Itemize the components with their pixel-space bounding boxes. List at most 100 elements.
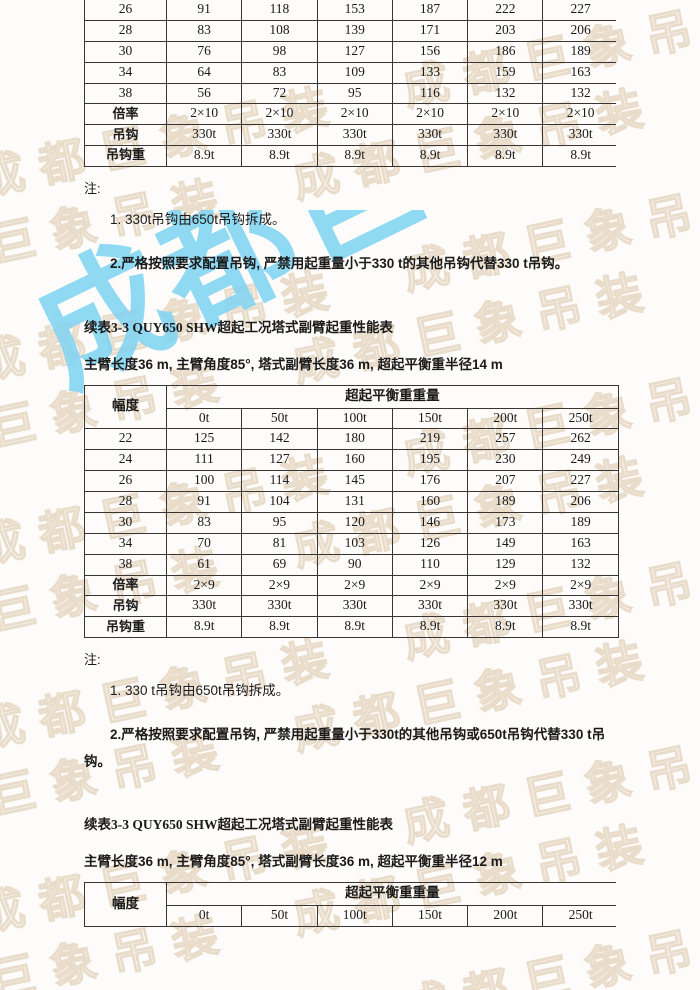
table-cell-value: 116: [391, 82, 469, 105]
notes-2-heading: 注:: [84, 652, 101, 668]
table-cell-value: 330t: [241, 595, 318, 618]
table-cell-value: 2×10: [316, 103, 393, 126]
table-row: 倍率 2×10 2×10 2×10 2×10 2×10 2×10: [84, 103, 616, 126]
table-row: 28 91 104 131 160 189 206: [84, 491, 619, 513]
header-cell-weight: 150t: [391, 407, 469, 430]
table-header-row-columns: 0t 50t 100t 150t 200t 250t: [85, 904, 616, 927]
table-cell-value: 8.9t: [391, 616, 469, 639]
table-cell-value: 189: [467, 491, 544, 513]
section-3-subtitle: 主臂长度36 m, 主臂角度85°, 塔式副臂长度36 m, 超起平衡重半径12…: [84, 854, 503, 870]
header-cell-amplitude: 幅度: [84, 882, 167, 927]
table-cell-value: 83: [241, 61, 318, 84]
table-3-clipped-region: 幅度 超起平衡重重量 0t 50t 100t 150t 200t 250t: [84, 882, 616, 927]
table-cell-value: 186: [467, 40, 544, 63]
row-amplitude-cell: 30: [84, 511, 167, 534]
table-row: 吊钩重 8.9t 8.9t 8.9t 8.9t 8.9t 8.9t: [84, 616, 619, 639]
table-cell-value: 61: [165, 553, 243, 576]
row-label-cell: 吊钩重: [84, 145, 167, 167]
table-cell-value: 100: [165, 470, 243, 492]
row-amplitude-cell: 22: [84, 428, 167, 451]
table-cell-value: 104: [241, 491, 318, 513]
table-cell-value: 133: [391, 61, 469, 84]
row-amplitude-cell: 26: [84, 470, 167, 492]
table-cell-value: 330t: [316, 124, 393, 147]
table-cell-value: 330t: [391, 595, 469, 618]
table-cell-value: 227: [542, 0, 616, 21]
table-cell-value: 171: [391, 19, 469, 42]
table-cell-value: 2×9: [241, 574, 318, 597]
table-cell-value: 189: [542, 511, 619, 534]
row-amplitude-cell: 34: [84, 61, 167, 84]
table-cell-value: 76: [165, 40, 243, 63]
table-cell-value: 132: [542, 82, 616, 105]
table-1-clipped-region: 26 91 118 153 187 222 227 28 83 108 139 171 203 206 30…: [84, 0, 616, 167]
table-cell-value: 109: [316, 61, 393, 84]
table-cell-value: 249: [542, 449, 619, 472]
table-row: 38 61 69 90 110 129 132: [84, 553, 619, 576]
section-2-title: 续表3-3 QUY650 SHW超起工况塔式副臂起重性能表: [84, 319, 394, 335]
table-cell-value: 142: [241, 428, 318, 451]
table-cell-value: 330t: [542, 595, 619, 618]
header-cell-weight: 100t: [316, 407, 393, 430]
table-cell-value: 2×10: [241, 103, 318, 126]
table-cell-value: 81: [241, 532, 318, 555]
table-cell-value: 160: [316, 449, 393, 472]
row-label-cell: 吊钩: [84, 595, 167, 618]
table-cell-value: 103: [316, 532, 393, 555]
header-cell-weight: 150t: [391, 904, 469, 927]
table-cell-value: 83: [165, 19, 243, 42]
table-cell-value: 8.9t: [542, 145, 616, 167]
table-cell-value: 219: [391, 428, 469, 451]
header-cell-counterweight-group: 超起平衡重重量: [166, 384, 619, 409]
table-cell-value: 98: [241, 40, 318, 63]
table-cell-value: 156: [391, 40, 469, 63]
table-cell-value: 2×10: [467, 103, 544, 126]
table-row: 22 125 142 180 219 257 262: [84, 428, 619, 451]
table-cell-value: 173: [467, 511, 544, 534]
table-cell-value: 206: [542, 491, 619, 513]
table-cell-value: 330t: [542, 124, 616, 147]
spacer: [84, 296, 616, 316]
table-cell-value: 129: [467, 553, 544, 576]
table-cell-value: 125: [165, 428, 243, 451]
table-cell-value: 108: [241, 19, 318, 42]
table-cell-value: 222: [467, 0, 544, 21]
spacer: [84, 793, 616, 813]
performance-table-3: 幅度 超起平衡重重量 0t 50t 100t 150t 200t 250t: [84, 882, 616, 927]
table-row: 38 56 72 95 116 132 132: [84, 82, 616, 105]
notes-1-item-1: 1. 330t吊钩由650t吊钩拆成。: [110, 212, 286, 227]
notes-1-heading: 注:: [84, 181, 101, 196]
table-cell-value: 153: [316, 0, 393, 21]
header-cell-weight: 250t: [542, 407, 619, 430]
table-row: 30 83 95 120 146 173 189: [84, 511, 619, 534]
table-cell-value: 8.9t: [241, 145, 318, 167]
table-cell-value: 2×9: [391, 574, 469, 597]
table-cell-value: 145: [316, 470, 393, 492]
table-cell-value: 227: [542, 470, 619, 492]
table-cell-value: 207: [467, 470, 544, 492]
table-row: 26 91 118 153 187 222 227: [84, 0, 616, 21]
table-cell-value: 187: [391, 0, 469, 21]
table-cell-value: 8.9t: [316, 145, 393, 167]
table-cell-value: 8.9t: [391, 145, 469, 167]
section-3-title: 续表3-3 QUY650 SHW超起工况塔式副臂起重性能表: [84, 817, 394, 833]
table-cell-value: 139: [316, 19, 393, 42]
table-cell-value: 83: [165, 511, 243, 534]
table-cell-value: 132: [467, 82, 544, 105]
table-row: 吊钩 330t 330t 330t 330t 330t 330t: [84, 595, 619, 618]
table-cell-value: 114: [241, 470, 318, 492]
table-1-body: 26 91 118 153 187 222 227 28 83 108 139 171 203 206 30…: [84, 0, 616, 167]
table-cell-value: 206: [542, 19, 616, 42]
table-row: 34 64 83 109 133 159 163: [84, 61, 616, 84]
table-cell-value: 91: [165, 491, 243, 513]
row-amplitude-cell: 28: [84, 491, 167, 513]
table-cell-value: 120: [316, 511, 393, 534]
table-cell-value: 195: [391, 449, 469, 472]
row-amplitude-cell: 28: [84, 19, 167, 42]
table-row: 吊钩重 8.9t 8.9t 8.9t 8.9t 8.9t 8.9t: [84, 145, 616, 167]
table-cell-value: 203: [467, 19, 544, 42]
table-cell-value: 127: [316, 40, 393, 63]
table-cell-value: 330t: [391, 124, 469, 147]
table-cell-value: 180: [316, 428, 393, 451]
